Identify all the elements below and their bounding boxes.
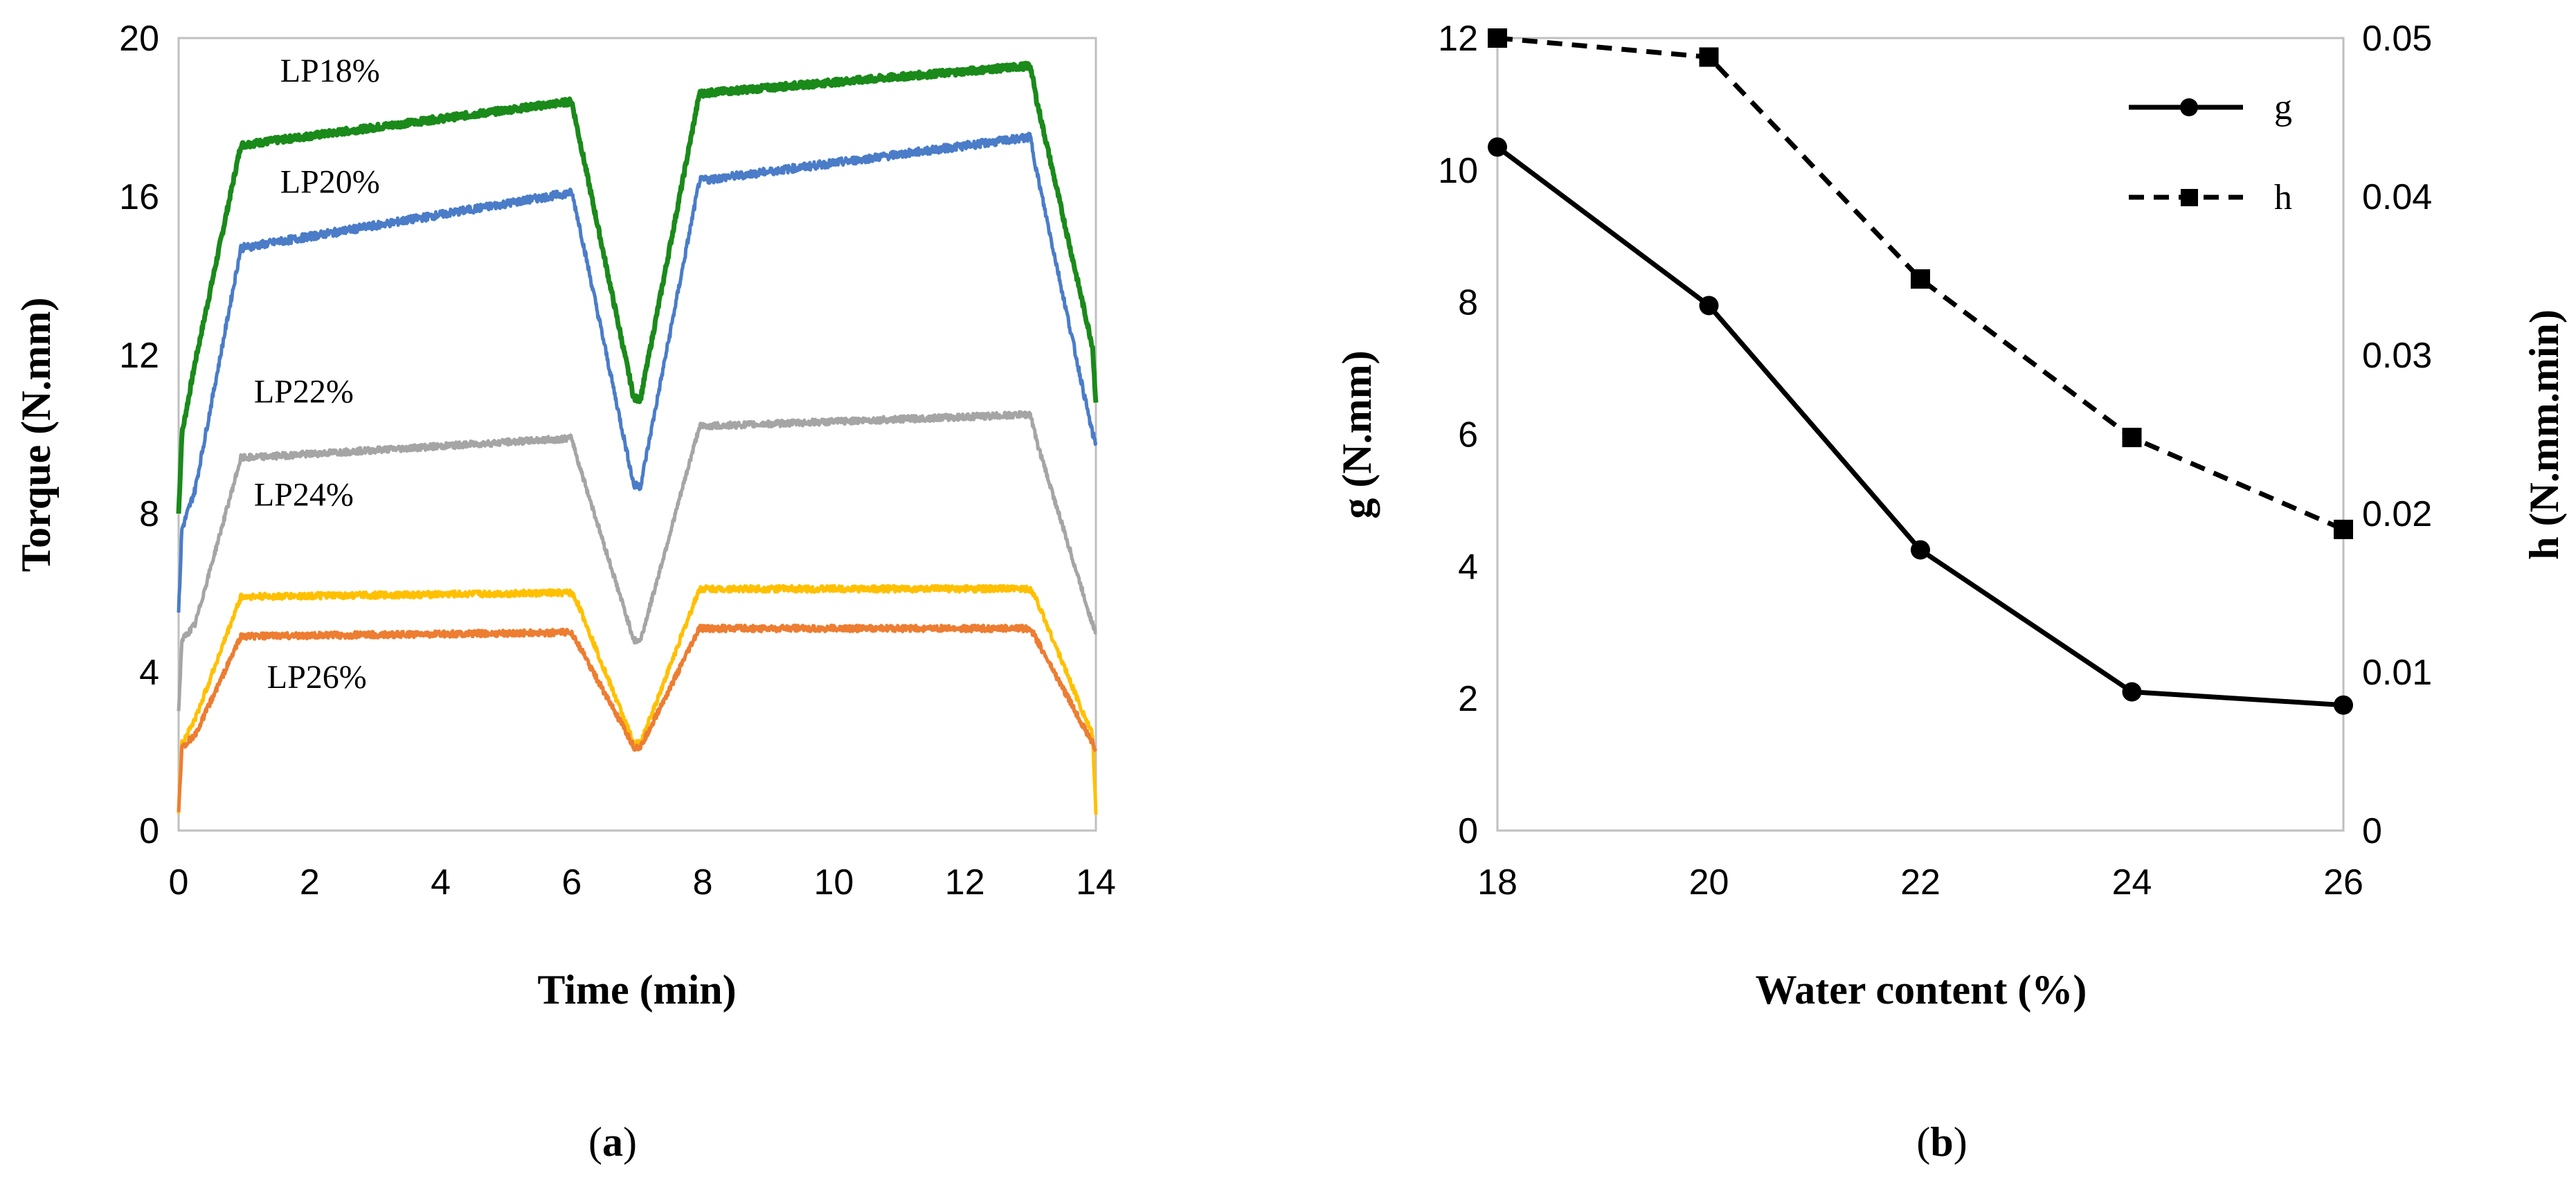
legend-h-marker <box>2181 189 2198 206</box>
series-line-LP26 <box>177 623 1098 813</box>
y-tick-label: 12 <box>1438 19 1478 59</box>
y-tick-label: 0 <box>139 811 159 851</box>
panel-a-y-axis-label: Torque (N.mm) <box>13 298 59 572</box>
panel-a-plot-area <box>177 37 1097 832</box>
series-line-g <box>1495 145 2344 708</box>
y-tick-label: 20 <box>119 19 159 59</box>
data-point-g <box>1699 296 1719 316</box>
legend-h-label: h <box>2274 178 2292 217</box>
x-tick-label: 12 <box>945 862 985 903</box>
legend-g-label: g <box>2274 88 2292 127</box>
data-point-h <box>1488 28 1507 48</box>
panel-b-y2-axis-label: h (N.mm.min) <box>2521 309 2567 560</box>
legend: g h <box>2129 88 2292 217</box>
y2-tick-label: 0.04 <box>2362 177 2432 217</box>
panel-a: 0 2 4 6 8 10 12 14 0 4 8 12 16 20 LP18% LP20% LP22% LP24… <box>13 19 1116 1165</box>
x-tick-label: 8 <box>693 862 713 903</box>
x-tick-label: 20 <box>1689 862 1729 903</box>
y-tick-label: 4 <box>139 653 159 693</box>
data-point-g <box>1911 540 1930 560</box>
panel-b-x-axis-label: Water content (%) <box>1756 967 2087 1013</box>
series-line-LP20 <box>177 132 1098 613</box>
y2-tick-label: 0 <box>2362 811 2382 851</box>
series-line-LP24 <box>177 583 1098 815</box>
data-point-h <box>2122 428 2142 448</box>
y2-tick-label: 0.03 <box>2362 336 2432 376</box>
x-tick-label: 0 <box>169 862 189 903</box>
series-line-h <box>1497 35 2345 532</box>
series-label-LP24: LP24% <box>254 477 354 514</box>
x-tick-label: 24 <box>2112 862 2152 903</box>
legend-g-marker <box>2180 98 2198 116</box>
x-tick-label: 18 <box>1477 862 1517 903</box>
series-label-LP26: LP26% <box>267 659 367 696</box>
y-tick-label: 8 <box>139 494 159 534</box>
x-tick-label: 26 <box>2323 862 2363 903</box>
y2-tick-label: 0.02 <box>2362 494 2432 534</box>
panel-b-caption: (b) <box>1916 1119 1967 1165</box>
y2-tick-label: 0.01 <box>2362 653 2432 693</box>
panel-a-caption: (a) <box>588 1119 637 1165</box>
panel-b: 18 20 22 24 2602468101200.010.020.030.040.05… <box>1334 19 2567 1165</box>
y-tick-label: 2 <box>1458 679 1478 719</box>
x-tick-label: 4 <box>431 862 451 903</box>
data-point-g <box>2334 695 2353 715</box>
y2-tick-label: 0.05 <box>2362 19 2432 59</box>
x-tick-label: 6 <box>561 862 582 903</box>
series-label-LP20: LP20% <box>280 163 380 200</box>
y-tick-label: 10 <box>1438 151 1478 191</box>
series-line-LP22 <box>177 410 1097 712</box>
data-point-g <box>1488 137 1507 157</box>
series-label-LP22: LP22% <box>254 374 354 410</box>
panel-a-x-axis-label: Time (min) <box>537 967 736 1013</box>
data-point-h <box>1699 47 1719 67</box>
y-tick-label: 8 <box>1458 283 1478 323</box>
data-point-g <box>2122 682 2142 702</box>
x-tick-label: 22 <box>1900 862 1940 903</box>
x-tick-label: 14 <box>1076 862 1116 903</box>
series-label-LP18: LP18% <box>280 53 380 89</box>
data-point-h <box>1911 269 1930 289</box>
y-tick-label: 6 <box>1458 415 1478 455</box>
data-point-h <box>2334 519 2353 539</box>
panel-b-y-axis-label: g (N.mm) <box>1334 350 1380 518</box>
panel-b-plot-area <box>1496 37 2345 832</box>
y-tick-label: 4 <box>1458 547 1478 587</box>
x-tick-label: 2 <box>300 862 320 903</box>
y-tick-label: 16 <box>119 177 159 217</box>
x-tick-label: 10 <box>814 862 854 903</box>
y-tick-label: 12 <box>119 336 159 376</box>
y-tick-label: 0 <box>1458 811 1478 851</box>
series-line-LP18 <box>176 60 1099 514</box>
